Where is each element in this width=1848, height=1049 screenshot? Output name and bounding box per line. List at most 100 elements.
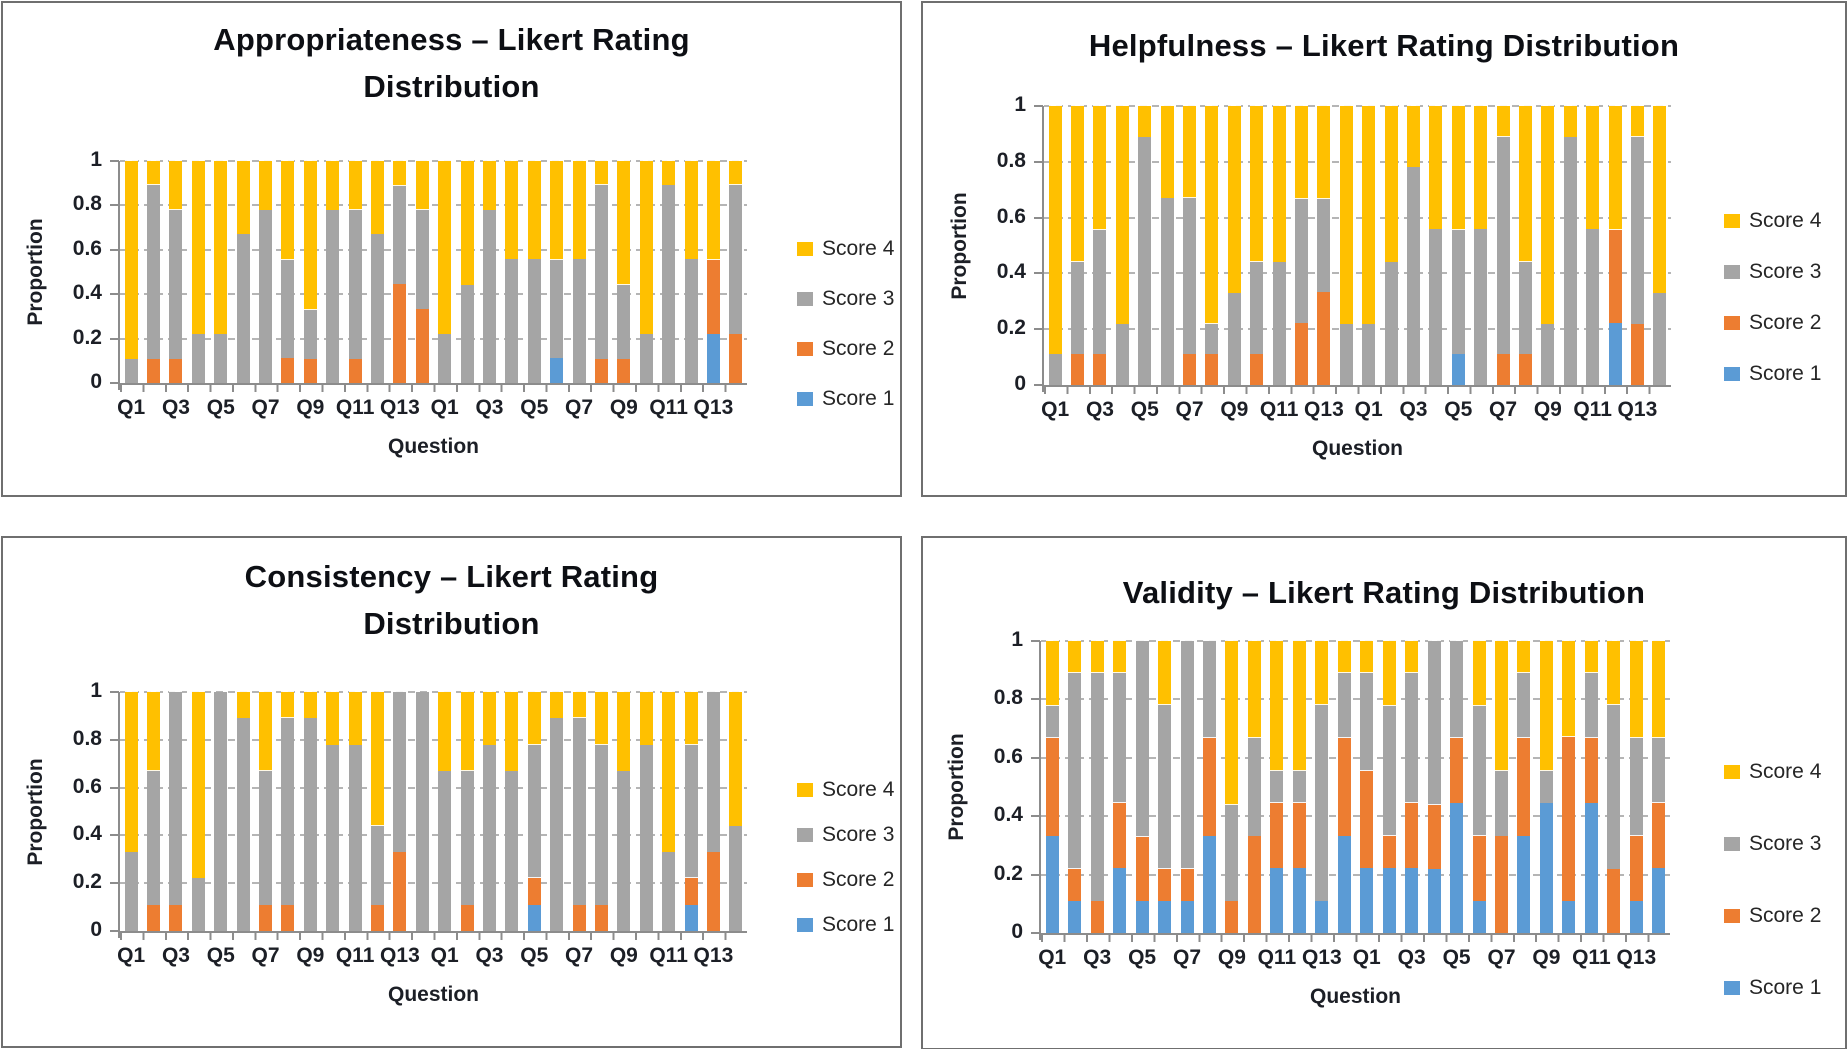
segment-score-1 <box>1158 900 1172 933</box>
y-tick-mark <box>1034 384 1043 386</box>
segment-score-4 <box>1045 641 1059 706</box>
x-tick-label: Q9 <box>296 396 325 419</box>
segment-score-4 <box>1629 641 1643 739</box>
x-tick-label: Q5 <box>206 396 235 419</box>
segment-score-3 <box>706 692 720 853</box>
legend-label: Score 1 <box>822 913 895 936</box>
segment-score-4 <box>729 161 743 186</box>
legend-swatch-icon <box>797 918 813 932</box>
segment-score-1 <box>706 333 720 383</box>
stacked-bar-q10-set2 <box>639 161 653 383</box>
segment-score-3 <box>393 692 407 853</box>
segment-score-4 <box>1607 641 1621 706</box>
segment-score-4 <box>1158 641 1172 706</box>
x-tick-label: Q1 <box>1352 946 1381 969</box>
stacked-bar-q5-set2 <box>1451 106 1465 385</box>
legend-item-score-3: Score 3 <box>1724 260 1821 284</box>
segment-score-3 <box>1518 262 1532 355</box>
stacked-bar-q9-set2 <box>1541 106 1555 385</box>
segment-score-4 <box>1517 641 1531 674</box>
x-tick-label: Q1 <box>1038 946 1067 969</box>
segment-score-3 <box>1539 770 1553 804</box>
x-axis-title: Question <box>1309 985 1402 1008</box>
stacked-bar-q11-set2 <box>1584 641 1598 933</box>
segment-score-4 <box>639 161 653 335</box>
segment-score-3 <box>124 358 138 383</box>
segment-score-4 <box>1496 106 1510 137</box>
y-tick-label: 0.8 <box>996 148 1026 172</box>
stacked-bar-q12-set1 <box>1292 641 1306 933</box>
stacked-bar-q10-set1 <box>326 161 340 383</box>
x-tick-marks <box>120 933 747 940</box>
segment-score-4 <box>1048 106 1062 355</box>
x-tick-label: Q5 <box>1444 398 1473 421</box>
y-axis-title: Proportion <box>24 218 47 326</box>
chart-title-line2: Distribution <box>363 605 540 641</box>
legend-item-score-4: Score 4 <box>1724 760 1821 784</box>
x-tick-label: Q3 <box>161 396 190 419</box>
stacked-bar-q4-set2 <box>1429 106 1443 385</box>
segment-score-2 <box>1183 354 1197 385</box>
stacked-bar-q2-set1 <box>1071 106 1085 385</box>
segment-score-2 <box>1472 835 1486 901</box>
stacked-bar-q13-set1 <box>1315 641 1329 933</box>
segment-score-3 <box>550 718 564 931</box>
stacked-bar-q6-set2 <box>1472 641 1486 933</box>
segment-score-2 <box>1427 804 1441 869</box>
segment-score-3 <box>147 185 161 359</box>
y-axis-line <box>118 692 120 938</box>
chart-title-line2: Distribution <box>363 68 540 104</box>
x-tick-label: Q11 <box>1573 398 1612 421</box>
segment-score-4 <box>1247 641 1261 739</box>
stacked-bar-q8-set2 <box>1517 641 1531 933</box>
segment-score-4 <box>1138 106 1152 137</box>
y-tick-mark <box>110 204 119 207</box>
stacked-bar-q12-set2 <box>684 692 698 931</box>
segment-score-3 <box>1183 198 1197 355</box>
x-tick-label: Q7 <box>565 396 594 419</box>
segment-score-3 <box>1584 673 1598 739</box>
segment-score-4 <box>281 161 295 260</box>
segment-score-4 <box>1090 641 1104 674</box>
segment-score-3 <box>1295 199 1309 323</box>
segment-score-3 <box>639 334 653 383</box>
gridline <box>120 882 747 885</box>
segment-score-3 <box>1384 262 1398 385</box>
chart-title-line1: Helpfulness – Likert Rating Distribution <box>1088 28 1680 63</box>
y-tick-label: 0.8 <box>72 726 102 750</box>
legend-swatch-icon <box>797 828 813 842</box>
chart-title-line1: Appropriateness – Likert Rating <box>213 22 690 57</box>
x-tick-label: Q1 <box>1041 398 1070 421</box>
segment-score-3 <box>1495 770 1509 836</box>
y-tick-label: 0.4 <box>72 281 102 305</box>
legend-swatch-icon <box>1724 981 1740 995</box>
stacked-bar-q5-set2 <box>1450 641 1464 933</box>
legend-label: Score 4 <box>1749 209 1822 232</box>
legend-label: Score 4 <box>822 778 895 801</box>
stacked-bar-q2-set2 <box>1384 106 1398 385</box>
segment-score-3 <box>527 744 541 879</box>
y-tick-mark <box>110 882 119 885</box>
stacked-bar-q6-set1 <box>1158 641 1172 933</box>
legend-swatch-icon <box>1724 909 1740 923</box>
segment-score-2 <box>415 309 429 383</box>
segment-score-2 <box>684 878 698 905</box>
stacked-bar-q3-set1 <box>169 692 183 931</box>
stacked-bar-q14-set1 <box>415 161 429 383</box>
segment-score-1 <box>1584 803 1598 933</box>
chart-title-line1: Consistency – Likert Rating <box>244 559 659 594</box>
gridline <box>1041 873 1670 876</box>
y-tick-label: 0.8 <box>72 192 102 216</box>
segment-score-4 <box>1315 641 1329 706</box>
x-tick-label: Q1 <box>117 944 146 967</box>
segment-score-3 <box>281 718 295 905</box>
x-tick-label: Q9 <box>609 944 638 967</box>
x-tick-label: Q13 <box>1301 946 1342 969</box>
stacked-bar-q1-set2 <box>1360 641 1374 933</box>
segment-score-3 <box>662 185 676 383</box>
x-tick-label: Q1 <box>430 396 459 419</box>
segment-score-4 <box>1205 106 1219 324</box>
segment-score-4 <box>706 161 720 260</box>
segment-score-3 <box>550 259 564 359</box>
